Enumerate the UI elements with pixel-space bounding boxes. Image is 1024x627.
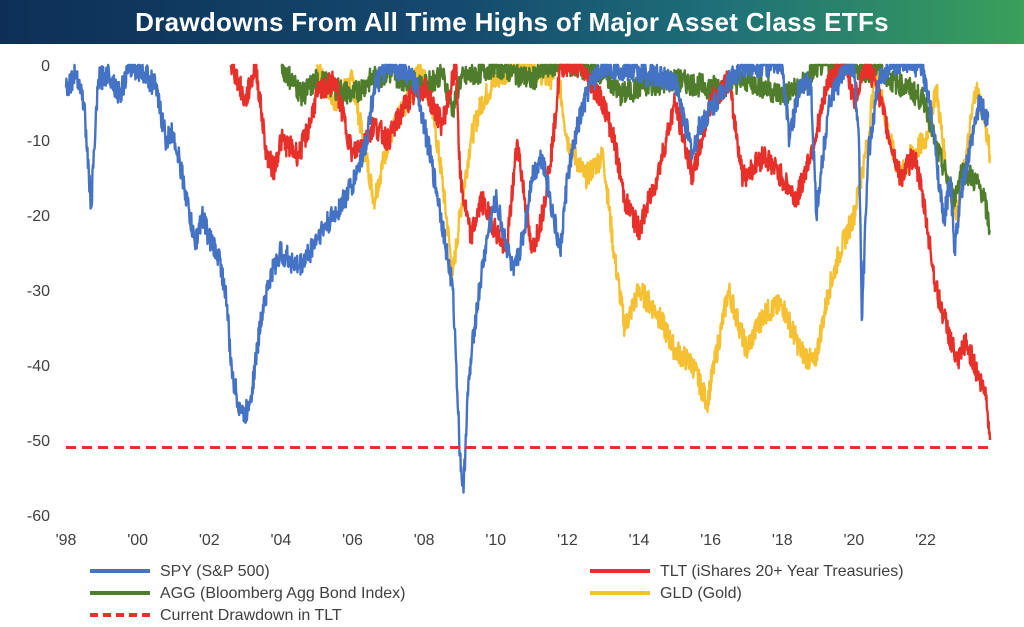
legend-swatch-gld <box>590 590 650 595</box>
legend-label-tlt: TLT (iShares 20+ Year Treasuries) <box>660 563 904 580</box>
series-line-gld <box>315 63 992 414</box>
x-tick-label: '04 <box>270 532 291 549</box>
legend-label-agg: AGG (Bloomberg Agg Bond Index) <box>160 585 406 602</box>
legend-swatch-current-drawdown <box>90 612 150 617</box>
chart-legend: SPY (S&P 500) TLT (iShares 20+ Year Trea… <box>0 560 1024 627</box>
legend-item-agg: AGG (Bloomberg Agg Bond Index) <box>90 584 405 604</box>
y-tick-label: -60 <box>27 508 50 525</box>
y-tick-label: -40 <box>27 358 50 375</box>
legend-item-spy: SPY (S&P 500) <box>90 562 270 582</box>
series-line-tlt <box>229 63 992 441</box>
chart-title: Drawdowns From All Time Highs of Major A… <box>135 7 889 37</box>
y-tick-label: 0 <box>41 58 50 75</box>
series-line-spy <box>64 63 990 494</box>
x-tick-label: '98 <box>56 532 77 549</box>
legend-item-current-drawdown: Current Drawdown in TLT <box>90 606 342 626</box>
x-tick-label: '16 <box>700 532 721 549</box>
chart-series <box>64 63 992 494</box>
legend-item-gld: GLD (Gold) <box>590 584 742 604</box>
legend-item-tlt: TLT (iShares 20+ Year Treasuries) <box>590 562 904 582</box>
drawdown-chart: 0 -10 -20 -30 -40 -50 -60 '98 '00 '02 '04 '06 '08 '10… <box>27 58 992 549</box>
legend-swatch-agg <box>90 590 150 595</box>
x-tick-label: '06 <box>342 532 363 549</box>
x-tick-label: '02 <box>199 532 220 549</box>
legend-swatch-spy <box>90 568 150 573</box>
legend-label-current-drawdown: Current Drawdown in TLT <box>160 607 342 624</box>
chart-axes: 0 -10 -20 -30 -40 -50 -60 '98 '00 '02 '04 '06 '08 '10… <box>27 58 936 549</box>
x-tick-label: '18 <box>772 532 793 549</box>
x-tick-label: '00 <box>127 532 148 549</box>
x-tick-label: '22 <box>915 532 936 549</box>
title-banner <box>0 0 1024 44</box>
y-tick-label: -30 <box>27 283 50 300</box>
x-tick-label: '10 <box>485 532 506 549</box>
x-tick-label: '08 <box>414 532 435 549</box>
y-tick-label: -10 <box>27 133 50 150</box>
y-tick-label: -50 <box>27 433 50 450</box>
x-tick-label: '12 <box>557 532 578 549</box>
y-tick-label: -20 <box>27 208 50 225</box>
x-tick-label: '14 <box>629 532 650 549</box>
legend-swatch-tlt <box>590 568 650 573</box>
legend-label-gld: GLD (Gold) <box>660 585 742 602</box>
x-tick-label: '20 <box>843 532 864 549</box>
legend-label-spy: SPY (S&P 500) <box>160 563 270 580</box>
